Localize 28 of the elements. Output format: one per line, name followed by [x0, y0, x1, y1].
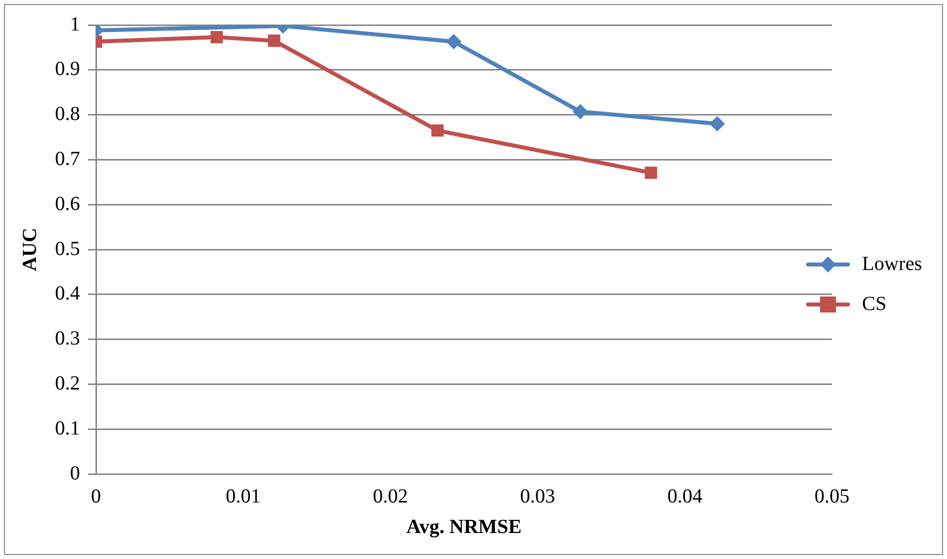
legend-label: CS [862, 292, 886, 315]
x-tick-label: 0.02 [372, 485, 408, 508]
y-tick-label: 0.8 [55, 103, 80, 126]
point [446, 34, 462, 50]
point [210, 30, 223, 44]
legend-label: Lowres [862, 252, 922, 275]
y-tick-label: 0 [70, 462, 80, 484]
y-tick-label: 0.6 [55, 192, 80, 215]
point [431, 124, 444, 137]
y-tick-label: 0.5 [55, 238, 80, 260]
x-tick-label: 0 [91, 485, 101, 508]
y-tick-label: 0.2 [55, 372, 80, 394]
x-axis-title: Avg. NRMSE [406, 516, 522, 538]
y-tick-label: 0.9 [55, 58, 80, 80]
x-tick-label: 0.03 [520, 485, 556, 508]
x-tick-label: 0.04 [667, 485, 702, 508]
y-tick-label: 1 [70, 13, 80, 36]
y-tick-label: 0.3 [55, 328, 80, 350]
y-tick-label: 0.1 [55, 417, 80, 440]
y-axis-title: AUC [19, 228, 42, 272]
y-tick-label: 0.4 [55, 282, 80, 305]
point [268, 34, 280, 47]
x-tick-label: 0.05 [814, 485, 850, 508]
point [710, 116, 725, 132]
y-tick-label: 0.7 [55, 148, 80, 170]
point [644, 166, 658, 179]
x-tick-label: 0.01 [226, 485, 261, 508]
point [572, 104, 588, 120]
